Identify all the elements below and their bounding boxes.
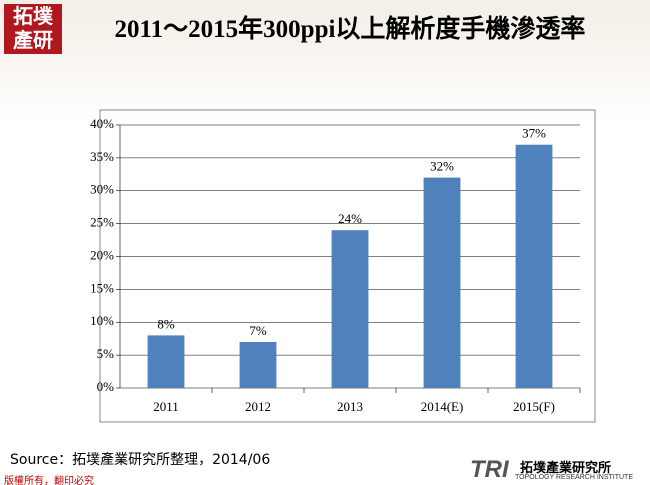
brand-en: TOPOLOGY RESEARCH INSTITUTE bbox=[515, 474, 633, 481]
bar bbox=[423, 177, 461, 388]
logo: 拓墣產研 bbox=[4, 4, 62, 54]
x-tick-label: 2015(F) bbox=[513, 399, 555, 414]
bar bbox=[331, 230, 369, 388]
x-tick-label: 2014(E) bbox=[421, 399, 464, 414]
source: Source：拓墣產業研究所整理，2014/06 bbox=[10, 452, 271, 468]
bar bbox=[515, 144, 553, 388]
y-tick-label: 40% bbox=[90, 116, 114, 131]
bar bbox=[239, 341, 277, 388]
brand-name: 拓墣產業研究所 bbox=[520, 461, 612, 476]
value-label: 24% bbox=[338, 211, 362, 226]
chart-frame bbox=[99, 109, 596, 423]
value-label: 7% bbox=[249, 323, 267, 338]
y-tick-label: 20% bbox=[90, 247, 114, 262]
y-tick-label: 35% bbox=[90, 149, 114, 164]
y-tick-label: 10% bbox=[90, 313, 114, 328]
x-tick-label: 2013 bbox=[337, 399, 363, 414]
y-tick-label: 30% bbox=[90, 182, 114, 197]
y-tick-label: 5% bbox=[97, 346, 115, 361]
value-label: 8% bbox=[157, 316, 175, 331]
x-tick-label: 2011 bbox=[153, 399, 179, 414]
value-label: 32% bbox=[430, 159, 454, 174]
brand: TRI bbox=[470, 456, 509, 483]
y-tick-label: 25% bbox=[90, 215, 114, 230]
bar bbox=[147, 335, 185, 388]
copyright: 版權所有，翻印必究 bbox=[4, 476, 94, 485]
x-tick-label: 2012 bbox=[245, 399, 271, 414]
y-tick-label: 15% bbox=[90, 280, 114, 295]
value-label: 37% bbox=[522, 126, 546, 141]
y-tick-label: 0% bbox=[97, 379, 115, 394]
chart-title: 2011～2015年300ppi以上解析度手機滲透率 bbox=[114, 16, 586, 43]
